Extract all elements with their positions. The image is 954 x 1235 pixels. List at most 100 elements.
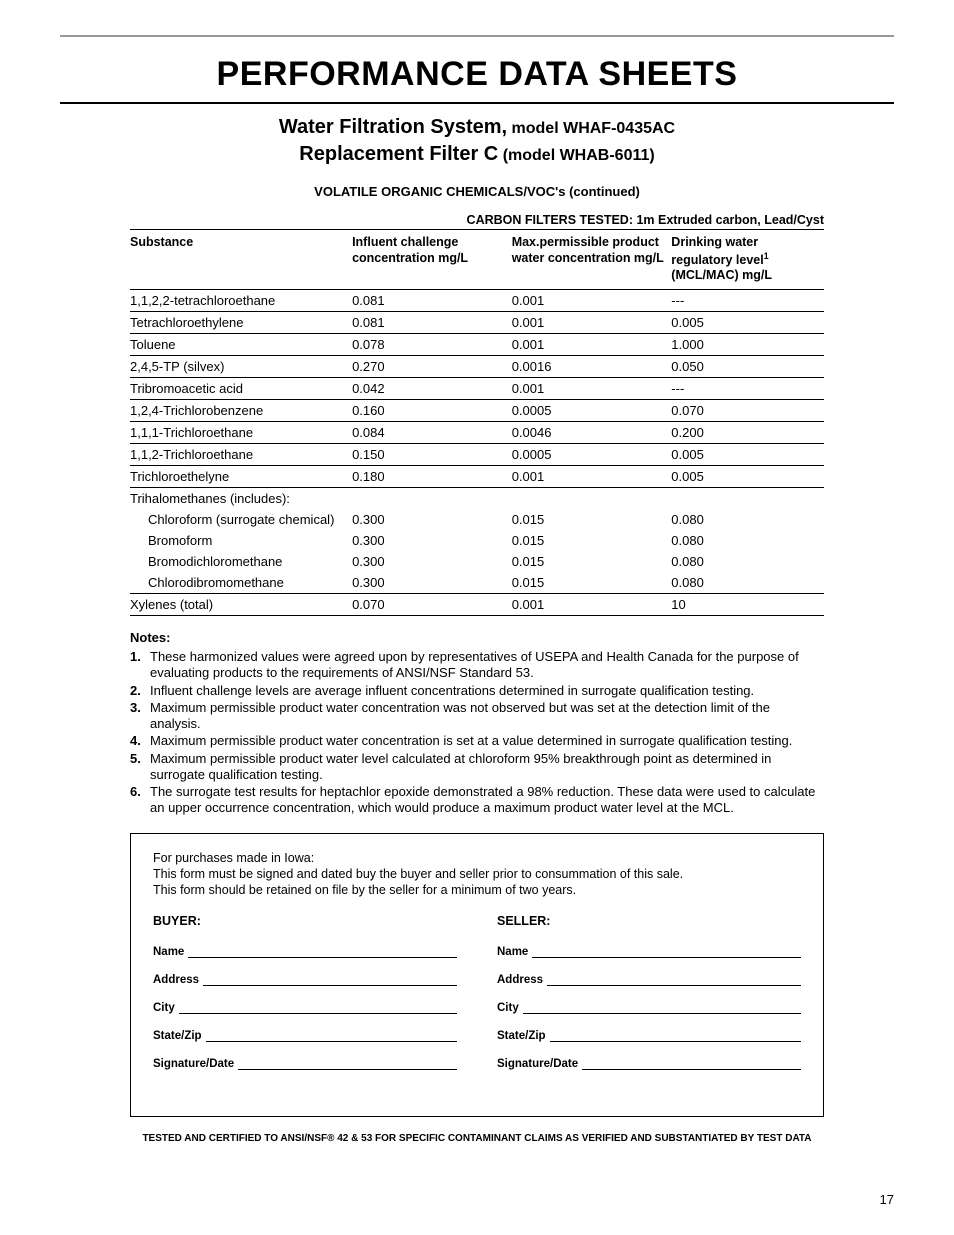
form-intro-3: This form should be retained on file by … [153,883,576,897]
cell-max: 0.015 [512,572,672,594]
seller-field-line[interactable] [550,1030,801,1042]
buyer-field-row: Address [153,974,457,986]
buyer-field-row: Name [153,946,457,958]
table-row: Trichloroethelyne0.1800.0010.005 [130,466,824,488]
seller-field-line[interactable] [582,1058,801,1070]
note-text: Influent challenge levels are average in… [150,683,824,699]
buyer-field-line[interactable] [238,1058,457,1070]
cell-regulatory: 0.080 [671,509,824,530]
buyer-column: BUYER: NameAddressCityState/ZipSignature… [153,914,457,1086]
cell-regulatory: 1.000 [671,334,824,356]
cell-substance: Trichloroethelyne [130,466,352,488]
product-model: model WHAF-0435AC [512,120,676,137]
cell-max: 0.001 [512,466,672,488]
top-rule [60,35,894,37]
cell-substance: Trihalomethanes (includes): [130,488,352,510]
note-item: 3.Maximum permissible product water conc… [130,700,824,733]
buyer-field-line[interactable] [203,974,457,986]
seller-field-line[interactable] [532,946,801,958]
cell-influent: 0.160 [352,400,512,422]
seller-heading: SELLER: [497,914,801,928]
seller-field-line[interactable] [523,1002,801,1014]
th-substance: Substance [130,230,352,290]
buyer-field-line[interactable] [188,946,457,958]
product-name: Water Filtration System, [279,116,507,138]
cell-max: 0.0046 [512,422,672,444]
buyer-heading: BUYER: [153,914,457,928]
cell-influent: 0.070 [352,594,512,616]
cell-max [512,488,672,510]
note-number: 6. [130,784,150,817]
table-heading: VOLATILE ORGANIC CHEMICALS/VOC's (contin… [60,184,894,199]
cell-regulatory: 0.050 [671,356,824,378]
cell-max: 0.001 [512,594,672,616]
cell-regulatory: --- [671,378,824,400]
seller-field-label: Address [497,974,543,986]
cell-max: 0.001 [512,334,672,356]
buyer-field-label: State/Zip [153,1030,202,1042]
subtitle-line1: Water Filtration System, model WHAF-0435… [60,116,894,139]
cell-max: 0.0005 [512,400,672,422]
notes-title: Notes: [130,630,824,645]
cell-substance: Bromodichloromethane [130,551,352,572]
cell-influent: 0.084 [352,422,512,444]
cell-influent: 0.081 [352,312,512,334]
buyer-field-line[interactable] [179,1002,457,1014]
note-item: 6.The surrogate test results for heptach… [130,784,824,817]
cell-substance: 1,1,2,2-tetrachloroethane [130,290,352,312]
note-item: 2.Influent challenge levels are average … [130,683,824,699]
cell-influent: 0.300 [352,509,512,530]
note-text: Maximum permissible product water concen… [150,733,824,749]
seller-field-row: Address [497,974,801,986]
cell-regulatory: 0.080 [671,530,824,551]
buyer-field-line[interactable] [206,1030,457,1042]
table-row: 1,1,1-Trichloroethane0.0840.00460.200 [130,422,824,444]
cell-regulatory: 0.005 [671,444,824,466]
note-item: 5.Maximum permissible product water leve… [130,751,824,784]
cell-influent: 0.300 [352,572,512,594]
th-reg-l1: Drinking water [671,235,758,249]
cell-regulatory: 10 [671,594,824,616]
cell-influent: 0.042 [352,378,512,400]
cell-influent: 0.081 [352,290,512,312]
cell-influent [352,488,512,510]
buyer-field-label: Address [153,974,199,986]
cell-substance: 1,1,1-Trichloroethane [130,422,352,444]
th-reg-l2: regulatory level [671,253,763,267]
note-number: 3. [130,700,150,733]
note-text: Maximum permissible product water level … [150,751,824,784]
seller-field-row: Signature/Date [497,1058,801,1070]
form-columns: BUYER: Name Address City State/Zip Signature… [153,914,801,1086]
voc-table: Substance Influent challenge concentrati… [130,229,824,616]
th-regulatory: Drinking water regulatory level1 (MCL/MA… [671,230,824,290]
seller-field-row: City [497,1002,801,1014]
cell-influent: 0.180 [352,466,512,488]
cell-substance: Bromoform [130,530,352,551]
cell-influent: 0.150 [352,444,512,466]
filter-model: (model WHAB-6011) [503,147,655,164]
filters-tested: CARBON FILTERS TESTED: 1m Extruded carbo… [130,213,824,227]
table-row: Trihalomethanes (includes): [130,488,824,510]
cell-substance: Toluene [130,334,352,356]
seller-column: SELLER: Name Address City State/Zip Signatur… [497,914,801,1086]
table-row: Bromoform0.3000.0150.080 [130,530,824,551]
table-row: Chlorodibromomethane0.3000.0150.080 [130,572,824,594]
note-text: These harmonized values were agreed upon… [150,649,824,682]
seller-field-label: State/Zip [497,1030,546,1042]
buyer-field-row: City [153,1002,457,1014]
subtitle-line2: Replacement Filter C (model WHAB-6011) [60,143,894,166]
seller-field-row: State/Zip [497,1030,801,1042]
seller-field-line[interactable] [547,974,801,986]
cell-substance: Tetrachloroethylene [130,312,352,334]
cell-max: 0.015 [512,530,672,551]
seller-field-label: Signature/Date [497,1058,578,1070]
cell-regulatory: 0.080 [671,572,824,594]
cell-substance: Chloroform (surrogate chemical) [130,509,352,530]
seller-field-label: City [497,1002,519,1014]
cell-regulatory [671,488,824,510]
seller-field-row: Name [497,946,801,958]
notes-section: Notes: 1.These harmonized values were ag… [130,630,824,817]
note-text: Maximum permissible product water concen… [150,700,824,733]
cell-regulatory: --- [671,290,824,312]
table-row: 1,1,2-Trichloroethane0.1500.00050.005 [130,444,824,466]
